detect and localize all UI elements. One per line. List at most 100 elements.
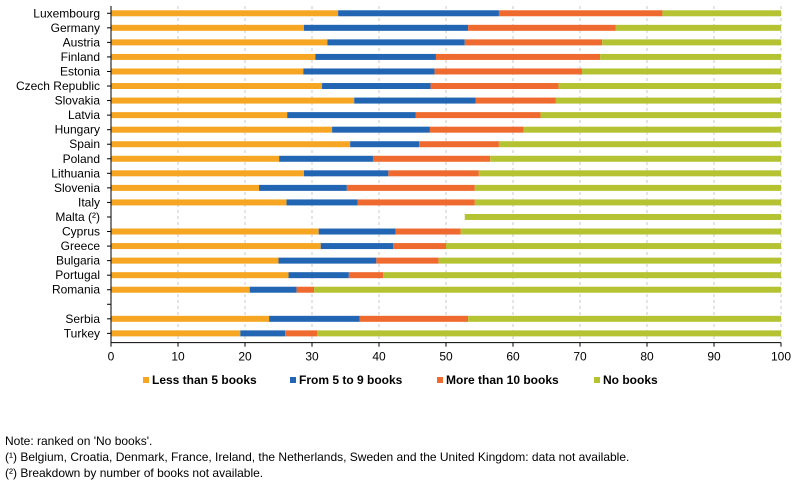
x-tick-label: 90: [707, 350, 721, 364]
bar-segment: [430, 83, 559, 90]
bar-segment: [438, 257, 781, 264]
x-tick-label: 80: [640, 350, 654, 364]
bar-segment: [354, 97, 476, 104]
bar-segment: [475, 97, 556, 104]
bar-segment: [111, 97, 355, 104]
bar-segment: [474, 184, 781, 191]
category-label: Finland: [61, 50, 100, 64]
category-label: Romania: [52, 283, 100, 297]
x-tick-label: 30: [305, 350, 319, 364]
legend-label: From 5 to 9 books: [299, 373, 403, 387]
legend-swatch: [290, 377, 296, 383]
bar-segment: [111, 68, 304, 75]
category-label: Slovakia: [55, 94, 101, 108]
category-label: Poland: [63, 152, 100, 166]
bar-segment: [314, 286, 781, 293]
category-label: Slovenia: [54, 181, 100, 195]
category-label: Cyprus: [62, 225, 100, 239]
bar-segment: [111, 24, 304, 31]
note-footnote-2: (²) Breakdown by number of books not ava…: [5, 466, 264, 480]
bar-segment: [357, 199, 475, 206]
bar-segment: [303, 170, 389, 177]
x-tick-labels: 0 10 20 30 40 50 60 70 80 90 100: [108, 350, 792, 364]
stacked-bar-chart: LuxembourgGermanyAustriaFinlandEstoniaCz…: [16, 6, 792, 387]
bar-segment: [435, 53, 601, 60]
legend-swatch: [437, 377, 443, 383]
bar-segment: [111, 257, 279, 264]
bar-segment: [383, 272, 781, 279]
bar-segment: [111, 141, 351, 148]
category-label: Lithuania: [51, 166, 100, 180]
category-label: Portugal: [55, 268, 100, 282]
bar-segment: [434, 68, 583, 75]
bar-segment: [111, 170, 304, 177]
bar-segment: [318, 228, 396, 235]
bar-segment: [350, 141, 420, 148]
bar-segment: [460, 228, 781, 235]
bar-segment: [348, 272, 384, 279]
legend-label: More than 10 books: [446, 373, 559, 387]
bar-segment: [322, 83, 431, 90]
bar-segment: [359, 315, 469, 322]
bar-segment: [111, 199, 287, 206]
bar-segment: [540, 112, 781, 119]
bar-segment: [111, 10, 339, 17]
legend: Less than 5 books From 5 to 9 books More t…: [143, 373, 658, 387]
category-label: Hungary: [55, 123, 100, 137]
bar-segment: [111, 228, 319, 235]
bar-segment: [346, 184, 475, 191]
bar-segment: [388, 170, 479, 177]
bar-segment: [376, 257, 439, 264]
x-tick-label: 10: [171, 350, 185, 364]
bar-segment: [111, 330, 241, 337]
legend-label: No books: [603, 373, 658, 387]
category-label: Turkey: [64, 326, 100, 340]
bar-segment: [558, 83, 781, 90]
bar-segment: [315, 53, 436, 60]
x-tick-label: 0: [108, 350, 115, 364]
bar-segment: [338, 10, 499, 17]
bar-segment: [446, 243, 781, 250]
bar-segment: [478, 170, 781, 177]
bar-segment: [555, 97, 781, 104]
bar-segment: [296, 286, 315, 293]
bar-segment: [111, 53, 316, 60]
bar-segment: [429, 126, 524, 133]
bar-segment: [490, 155, 781, 162]
bar-segment: [393, 243, 446, 250]
category-labels: LuxembourgGermanyAustriaFinlandEstoniaCz…: [16, 6, 100, 340]
bar-segment: [327, 39, 465, 46]
bar-segment: [111, 155, 280, 162]
bar-segment: [372, 155, 491, 162]
chart-notes: Note: ranked on 'No books'. (¹) Belgium,…: [5, 433, 629, 481]
category-label: Austria: [63, 35, 101, 49]
bar-segment: [615, 24, 781, 31]
bar-segment: [395, 228, 461, 235]
category-label: Latvia: [68, 108, 100, 122]
legend-swatch: [594, 377, 600, 383]
note-ranking: Note: ranked on 'No books'.: [5, 434, 153, 448]
bar-segment: [240, 330, 286, 337]
axes: [107, 6, 782, 347]
bar-segment: [523, 126, 781, 133]
bar-segment: [303, 24, 469, 31]
bar-segment: [111, 184, 260, 191]
bar-segment: [474, 199, 781, 206]
bar-segment: [286, 199, 358, 206]
bar-segment: [111, 286, 250, 293]
bar-segment: [498, 10, 663, 17]
bar-segment: [464, 39, 603, 46]
bar-segment: [303, 68, 435, 75]
bar-segment: [600, 53, 781, 60]
category-label: Germany: [51, 21, 100, 35]
bar-segment: [602, 39, 781, 46]
x-tick-label: 20: [238, 350, 252, 364]
x-tick-label: 100: [771, 350, 791, 364]
bar-segment: [415, 112, 541, 119]
bar-segment: [269, 315, 360, 322]
bar-segment: [287, 112, 416, 119]
bar-segment: [662, 10, 781, 17]
x-tick-label: 40: [372, 350, 386, 364]
bar-segment: [111, 126, 333, 133]
category-label: Spain: [69, 137, 100, 151]
